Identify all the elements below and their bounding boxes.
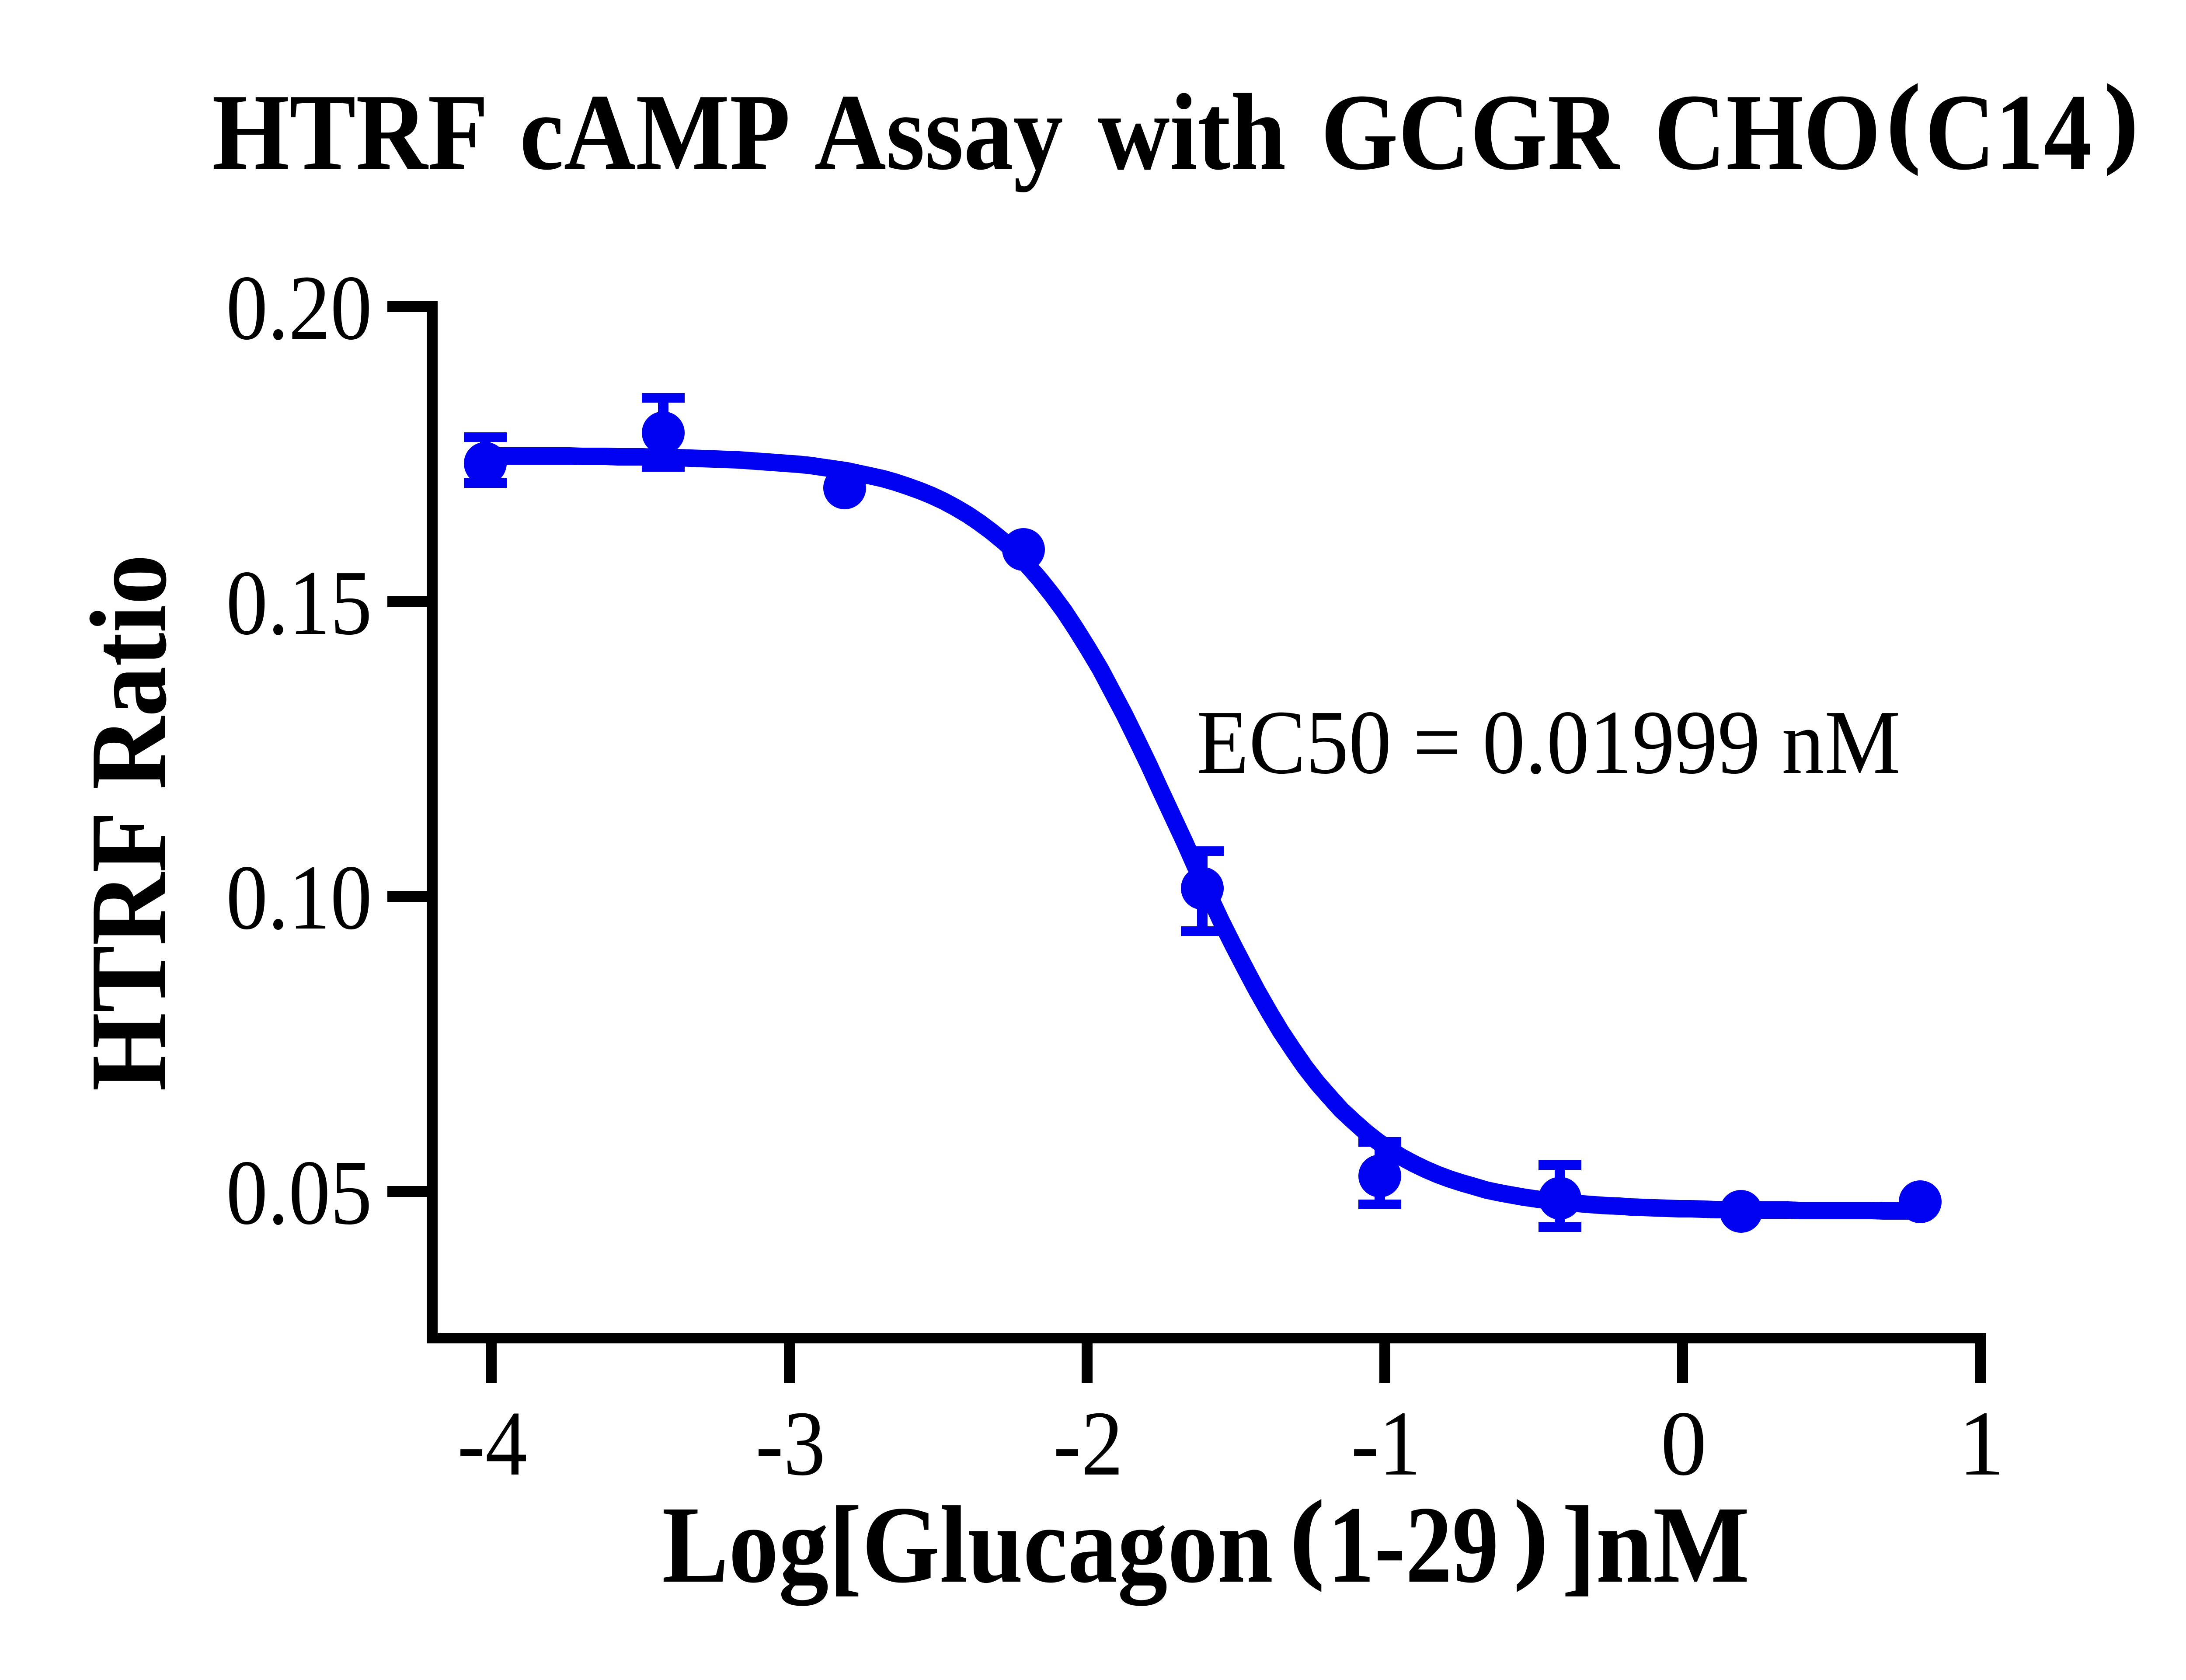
svg-text:): ): [2105, 66, 2138, 175]
svg-text:-4: -4: [457, 1392, 527, 1495]
svg-text:Log[Glucagon: Log[Glucagon: [662, 1483, 1273, 1606]
svg-text:EC50 = 0.01999 nM: EC50 = 0.01999 nM: [1197, 692, 1901, 793]
svg-text:-2: -2: [1053, 1392, 1123, 1495]
svg-text:0.15: 0.15: [226, 551, 372, 654]
svg-text:0.05: 0.05: [226, 1141, 372, 1244]
svg-text:0.20: 0.20: [226, 256, 372, 359]
svg-text:1-29: 1-29: [1328, 1483, 1499, 1606]
svg-text:-3: -3: [755, 1392, 825, 1495]
svg-text:C14: C14: [1925, 72, 2092, 193]
svg-text:1: 1: [1958, 1392, 2005, 1495]
svg-text:-1: -1: [1351, 1392, 1421, 1495]
svg-text:HTRF Ratio: HTRF Ratio: [68, 554, 189, 1091]
svg-text:0: 0: [1660, 1392, 1707, 1495]
svg-text:(: (: [1887, 66, 1920, 175]
svg-text:(: (: [1291, 1482, 1324, 1591]
svg-text:]nM: ]nM: [1562, 1483, 1750, 1606]
svg-text:0.10: 0.10: [226, 846, 372, 949]
svg-text:HTRF cAMP Assay with GCGR CHO: HTRF cAMP Assay with GCGR CHO: [212, 72, 1881, 193]
svg-text:): ): [1514, 1482, 1548, 1591]
